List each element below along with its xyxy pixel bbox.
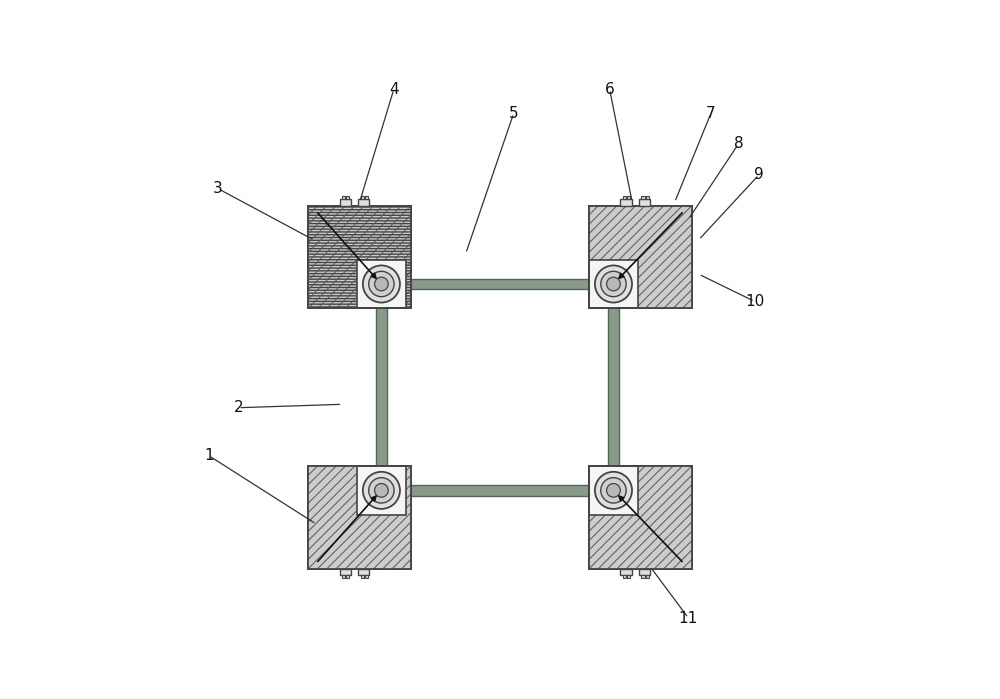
Text: 3: 3 xyxy=(213,181,223,196)
Bar xyxy=(365,196,368,199)
Bar xyxy=(308,206,411,308)
Circle shape xyxy=(369,477,394,503)
Bar xyxy=(620,569,632,575)
Circle shape xyxy=(595,472,632,509)
Polygon shape xyxy=(376,284,387,491)
Bar xyxy=(308,466,411,569)
Bar xyxy=(308,466,411,569)
Bar xyxy=(620,199,632,206)
Circle shape xyxy=(369,271,394,296)
Bar xyxy=(308,466,411,569)
Bar xyxy=(641,196,645,199)
Circle shape xyxy=(595,266,632,303)
Bar xyxy=(589,206,692,308)
Circle shape xyxy=(607,278,620,291)
Circle shape xyxy=(375,484,388,497)
Text: 5: 5 xyxy=(509,106,519,121)
Text: 10: 10 xyxy=(745,294,764,309)
Bar xyxy=(623,196,626,199)
Bar xyxy=(589,466,638,514)
Bar xyxy=(646,575,649,578)
Text: 8: 8 xyxy=(734,136,743,152)
Bar xyxy=(357,259,406,308)
Text: 4: 4 xyxy=(389,82,399,96)
Polygon shape xyxy=(381,278,613,289)
Bar xyxy=(627,196,630,199)
Text: 6: 6 xyxy=(605,82,614,96)
Text: 9: 9 xyxy=(754,167,764,182)
Circle shape xyxy=(607,484,620,497)
Bar xyxy=(589,466,692,569)
Polygon shape xyxy=(381,485,613,496)
Bar xyxy=(346,196,349,199)
Bar xyxy=(342,196,345,199)
Bar xyxy=(361,575,364,578)
Bar xyxy=(365,575,368,578)
Bar xyxy=(646,196,649,199)
Bar xyxy=(358,569,369,575)
Bar xyxy=(308,206,411,308)
Bar xyxy=(589,206,692,308)
Circle shape xyxy=(363,266,400,303)
Bar xyxy=(346,575,349,578)
Bar xyxy=(342,575,345,578)
Bar xyxy=(589,466,692,569)
Bar xyxy=(589,466,692,569)
Circle shape xyxy=(375,278,388,291)
Text: 7: 7 xyxy=(706,106,716,121)
Text: 11: 11 xyxy=(679,610,698,626)
Bar xyxy=(641,575,645,578)
Circle shape xyxy=(601,271,626,296)
Bar xyxy=(340,569,351,575)
Bar xyxy=(627,575,630,578)
Bar xyxy=(357,466,406,514)
Text: 2: 2 xyxy=(234,401,243,415)
Polygon shape xyxy=(608,284,619,491)
Bar xyxy=(358,199,369,206)
Bar xyxy=(639,569,650,575)
Bar xyxy=(589,259,638,308)
Circle shape xyxy=(601,477,626,503)
Bar xyxy=(361,196,364,199)
Text: 1: 1 xyxy=(204,448,214,463)
Bar xyxy=(639,199,650,206)
Bar xyxy=(308,206,411,308)
Bar xyxy=(623,575,626,578)
Circle shape xyxy=(363,472,400,509)
Bar xyxy=(589,206,692,308)
Bar xyxy=(340,199,351,206)
